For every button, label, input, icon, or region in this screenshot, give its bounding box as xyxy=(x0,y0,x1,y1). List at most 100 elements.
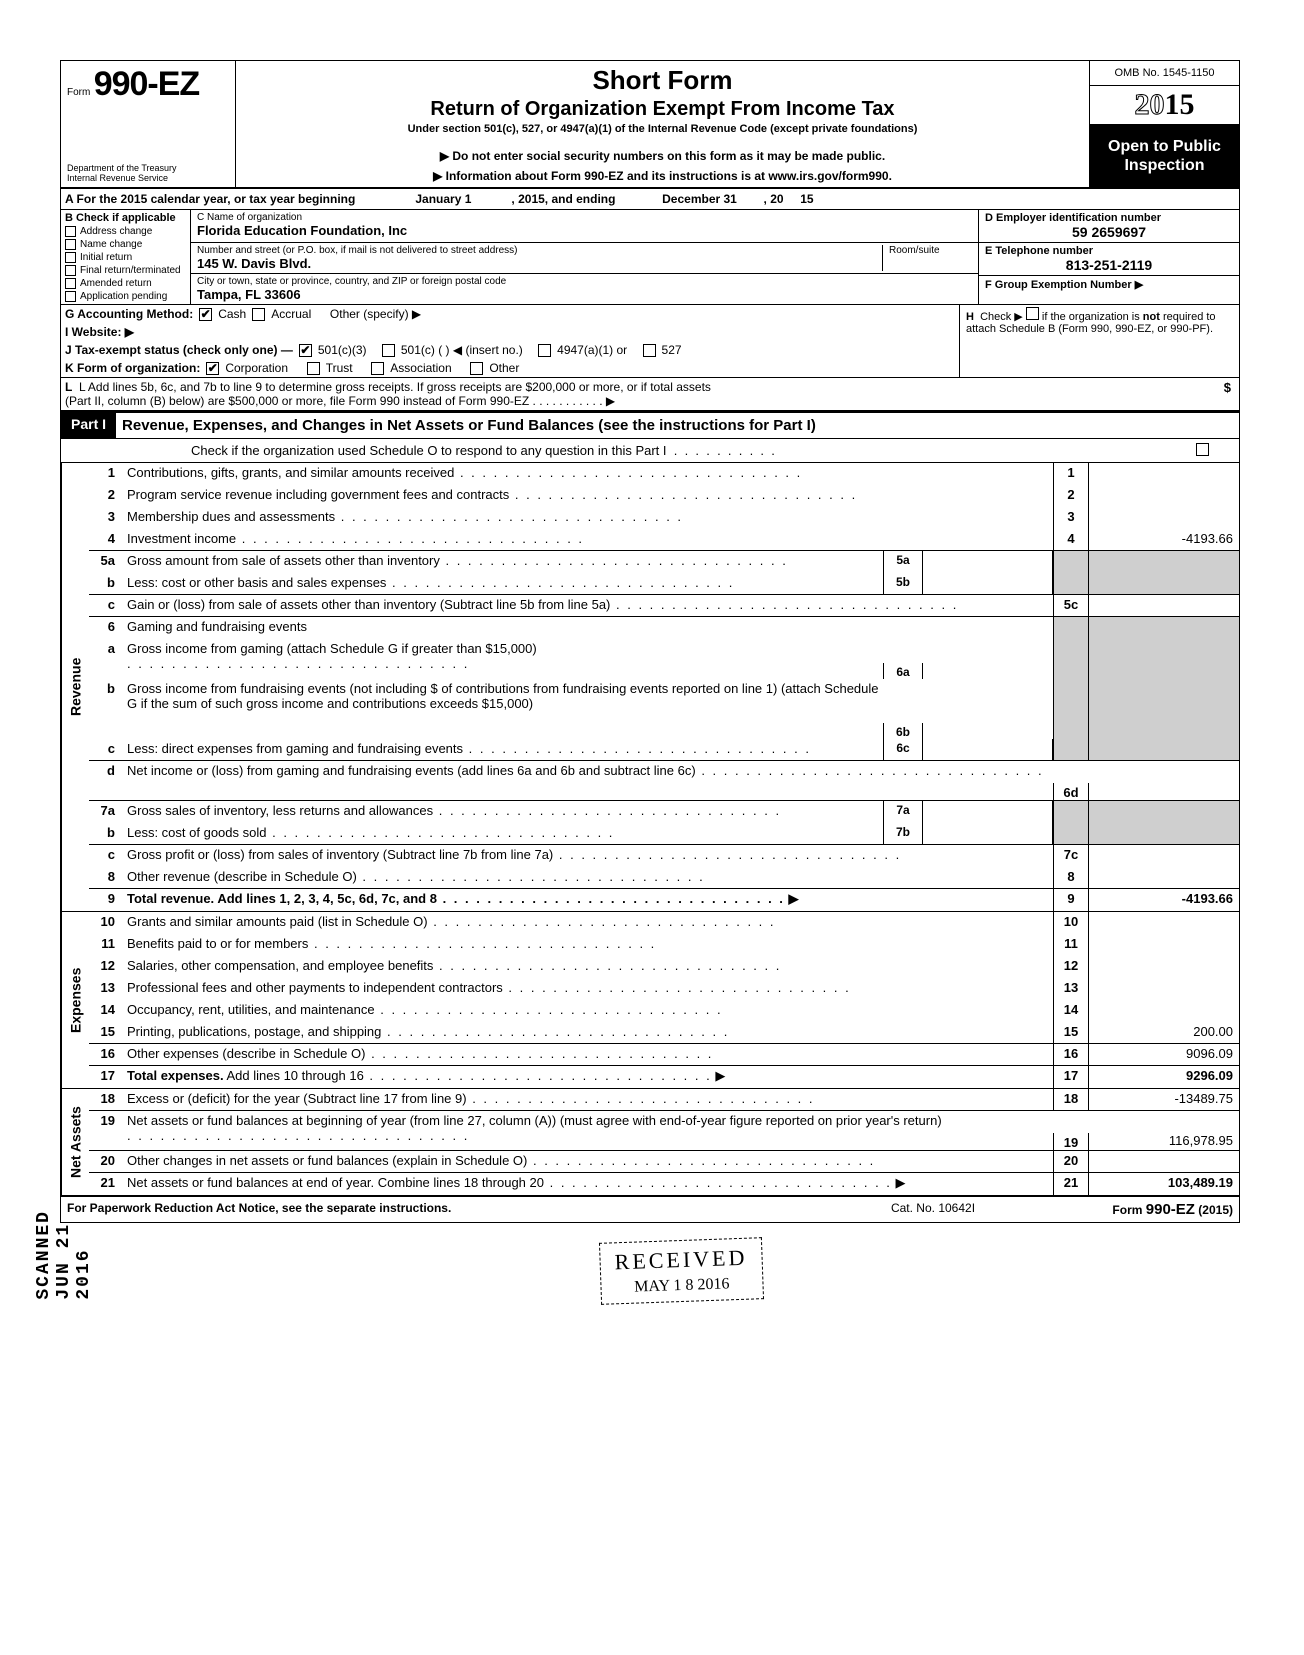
rnum: 1 xyxy=(1053,463,1089,485)
k-trust: Trust xyxy=(326,361,353,375)
chk-trust[interactable] xyxy=(307,362,320,375)
num: c xyxy=(89,595,123,616)
rnum: 7c xyxy=(1053,845,1089,867)
form-id-footer: Form 990-EZ (2015) xyxy=(1033,1201,1233,1218)
rshade xyxy=(1053,739,1089,760)
phone-value: 813-251-2119 xyxy=(985,257,1233,273)
form-label: Form xyxy=(67,87,90,98)
rshade xyxy=(1053,617,1089,639)
desc: Grants and similar amounts paid (list in… xyxy=(123,912,1053,934)
rnum: 5c xyxy=(1053,595,1089,616)
rnum: 6d xyxy=(1053,783,1089,800)
desc: Other expenses (describe in Schedule O) xyxy=(123,1044,1053,1065)
rshade xyxy=(1053,551,1089,573)
midval-7a xyxy=(923,801,1053,823)
desc: Other revenue (describe in Schedule O) xyxy=(123,867,1053,888)
rshade xyxy=(1089,801,1239,823)
chk-accrual[interactable] xyxy=(252,308,265,321)
mid: 7a xyxy=(883,801,923,823)
rnum: 2 xyxy=(1053,485,1089,507)
chk-501c[interactable] xyxy=(382,344,395,357)
val-line12 xyxy=(1089,956,1239,978)
midval-5a xyxy=(923,551,1053,573)
desc: Benefits paid to or for members xyxy=(123,934,1053,956)
chk-final-return[interactable]: Final return/terminated xyxy=(65,265,186,276)
desc: Gross amount from sale of assets other t… xyxy=(123,551,883,573)
val-line13 xyxy=(1089,978,1239,1000)
colB-label: B Check if applicable xyxy=(65,212,186,224)
g-cash: Cash xyxy=(218,307,246,321)
desc: Program service revenue including govern… xyxy=(123,485,1053,507)
mid: 6c xyxy=(883,739,923,760)
city-state-zip: Tampa, FL 33606 xyxy=(197,287,972,302)
rnum: 17 xyxy=(1053,1066,1089,1088)
val-line3 xyxy=(1089,507,1239,529)
rnum: 10 xyxy=(1053,912,1089,934)
num: 11 xyxy=(89,934,123,956)
num: b xyxy=(89,679,123,739)
j-527: 527 xyxy=(662,343,682,357)
l-dollar: $ xyxy=(1079,378,1239,410)
val-line9: -4193.66 xyxy=(1089,889,1239,911)
num: 18 xyxy=(89,1089,123,1110)
j-4947: 4947(a)(1) or xyxy=(557,343,627,357)
num: 15 xyxy=(89,1022,123,1043)
desc: Net assets or fund balances at end of ye… xyxy=(123,1173,1053,1195)
rnum: 3 xyxy=(1053,507,1089,529)
city-label: City or town, state or province, country… xyxy=(197,276,972,287)
header-mid: Short Form Return of Organization Exempt… xyxy=(236,61,1089,187)
desc: Occupancy, rent, utilities, and maintena… xyxy=(123,1000,1053,1022)
num: 3 xyxy=(89,507,123,529)
chk-527[interactable] xyxy=(643,344,656,357)
header-left: Form 990-EZ Department of the Treasury I… xyxy=(61,61,236,187)
rows-g-through-k: G Accounting Method: Cash Accrual Other … xyxy=(61,305,1239,378)
info-note: ▶ Information about Form 990-EZ and its … xyxy=(242,169,1083,183)
part1-title: Revenue, Expenses, and Changes in Net As… xyxy=(116,413,1239,438)
val-line10 xyxy=(1089,912,1239,934)
val-line15: 200.00 xyxy=(1089,1022,1239,1043)
chk-initial-return[interactable]: Initial return xyxy=(65,252,186,263)
open-to-public: Open to Public Inspection xyxy=(1090,125,1239,187)
chk-label: Amended return xyxy=(80,278,152,289)
mid: 7b xyxy=(883,823,923,844)
rshade xyxy=(1053,823,1089,844)
rnum: 12 xyxy=(1053,956,1089,978)
num: b xyxy=(89,573,123,594)
rowA-end: December 31 xyxy=(662,192,737,206)
part1-tag: Part I xyxy=(61,413,116,438)
g-other: Other (specify) ▶ xyxy=(330,307,421,321)
rshade xyxy=(1053,639,1089,679)
rshade xyxy=(1089,551,1239,573)
row-j: J Tax-exempt status (check only one) — 5… xyxy=(61,341,959,359)
midval-7b xyxy=(923,823,1053,844)
i-label: I Website: ▶ xyxy=(65,325,134,339)
row-g: G Accounting Method: Cash Accrual Other … xyxy=(61,305,959,323)
chk-association[interactable] xyxy=(371,362,384,375)
chk-corporation[interactable] xyxy=(206,362,219,375)
chk-schedule-b[interactable] xyxy=(1026,307,1039,320)
tax-year: 2015 xyxy=(1090,86,1239,125)
chk-other-org[interactable] xyxy=(470,362,483,375)
desc: Less: cost of goods sold xyxy=(123,823,883,844)
form-990ez: Form 990-EZ Department of the Treasury I… xyxy=(60,60,1240,1223)
addr-label: Number and street (or P.O. box, if mail … xyxy=(197,245,972,256)
desc: Membership dues and assessments xyxy=(123,507,1053,529)
chk-cash[interactable] xyxy=(199,308,212,321)
chk-4947[interactable] xyxy=(538,344,551,357)
chk-501c3[interactable] xyxy=(299,344,312,357)
desc: Gross profit or (loss) from sales of inv… xyxy=(123,845,1053,867)
chk-schedule-o[interactable] xyxy=(1196,443,1209,456)
rnum: 21 xyxy=(1053,1173,1089,1195)
chk-amended-return[interactable]: Amended return xyxy=(65,278,186,289)
section-netassets: Net Assets 18Excess or (deficit) for the… xyxy=(61,1089,1239,1197)
num: 17 xyxy=(89,1066,123,1088)
num: 7a xyxy=(89,801,123,823)
col-b-checkboxes: B Check if applicable Address change Nam… xyxy=(61,210,191,304)
rshade xyxy=(1053,679,1089,739)
chk-name-change[interactable]: Name change xyxy=(65,239,186,250)
val-line20 xyxy=(1089,1151,1239,1172)
rowA-text: A For the 2015 calendar year, or tax yea… xyxy=(65,192,355,206)
chk-application-pending[interactable]: Application pending xyxy=(65,291,186,302)
k-label: K Form of organization: xyxy=(65,361,200,375)
chk-address-change[interactable]: Address change xyxy=(65,226,186,237)
